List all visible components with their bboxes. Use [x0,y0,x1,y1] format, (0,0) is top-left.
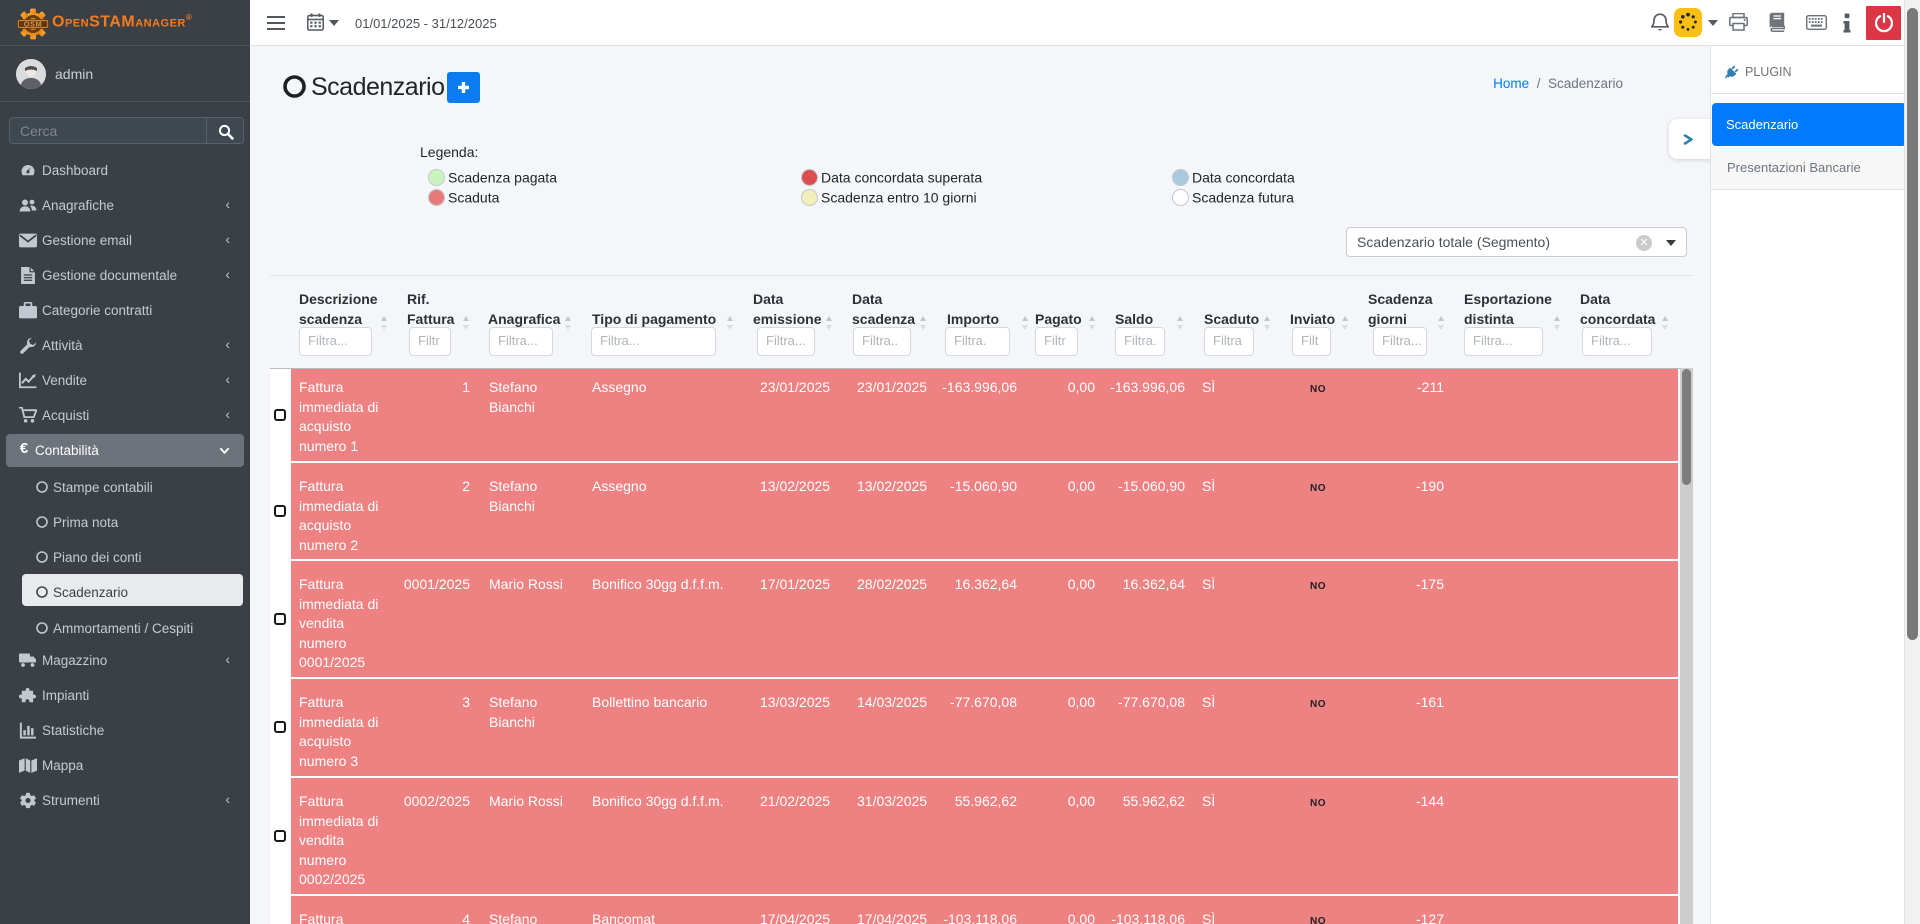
svg-text:OSM: OSM [24,19,43,28]
